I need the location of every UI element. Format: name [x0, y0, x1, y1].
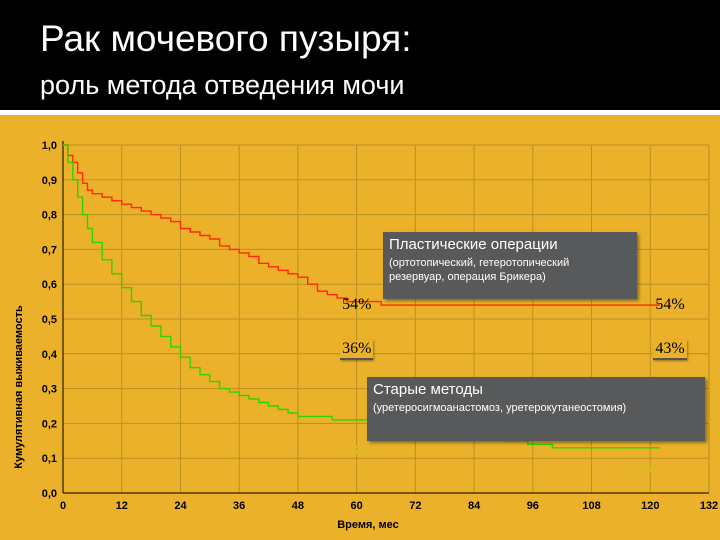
plastic-label-box: Пластические операции (ортотопический, г…: [383, 232, 637, 299]
percent-annotation: 13%: [625, 459, 656, 477]
percent-annotation: 43%: [653, 340, 687, 361]
x-tick-label: 36: [233, 500, 245, 512]
percent-annotation: 54%: [655, 296, 685, 314]
y-tick-label: 0,3: [42, 384, 57, 396]
y-tick-label: 0,2: [42, 418, 57, 430]
percent-annotation: 38%: [342, 442, 372, 460]
x-tick-label: 48: [292, 500, 304, 512]
percent-annotation: 36%: [340, 340, 374, 361]
y-tick-label: 0,9: [42, 175, 57, 187]
old-methods-label-title: Старые методы: [373, 381, 483, 398]
old-methods-label-box: Старые методы (уретеросигмоанастомоз, ур…: [367, 377, 705, 441]
title-divider: [0, 110, 720, 115]
slide-title: Рак мочевого пузыря:: [40, 18, 412, 59]
x-tick-label: 60: [351, 500, 363, 512]
y-tick-label: 0,0: [42, 488, 57, 500]
y-tick-label: 0,7: [42, 244, 57, 256]
y-tick-label: 0,8: [42, 210, 57, 222]
chart-panel: 0,0 0,1 0,2 0,3 0,4 0,5 0,6 0,7 0,8 0,9 1,0 0 12 24 36…: [0, 115, 720, 540]
y-tick-label: 1,0: [42, 140, 57, 152]
y-axis-title: Кумулятивная выживаемость: [13, 305, 25, 469]
x-tick-label: 120: [641, 500, 659, 512]
x-tick-label: 12: [116, 500, 128, 512]
plastic-survival-line: [63, 144, 661, 306]
survival-chart: 0,0 0,1 0,2 0,3 0,4 0,5 0,6 0,7 0,8 0,9 1,0 0 12 24 36…: [13, 140, 718, 531]
y-tick-label: 0,5: [42, 314, 57, 326]
x-tick-label: 72: [409, 500, 421, 512]
y-tick-label: 0,4: [42, 349, 58, 361]
x-tick-label: 108: [582, 500, 600, 512]
x-axis-title: Время, мес: [337, 519, 399, 531]
plastic-label-title: Пластические операции: [389, 236, 558, 253]
x-tick-label: 24: [174, 500, 187, 512]
plastic-label-subtitle: (ортотопический, гетеротопический резерв…: [389, 257, 570, 283]
y-tick-label: 0,1: [42, 453, 57, 465]
x-tick-label: 84: [468, 500, 481, 512]
x-tick-label: 0: [60, 500, 66, 512]
y-tick-label: 0,6: [42, 279, 57, 291]
old-methods-label-subtitle: (уретеросигмоанастомоз, уретерокутанеост…: [373, 402, 627, 414]
percent-annotation: 54%: [342, 296, 372, 314]
x-tick-label: 96: [527, 500, 539, 512]
slide-subtitle: роль метода отведения мочи: [40, 70, 405, 100]
x-tick-label: 132: [700, 500, 718, 512]
